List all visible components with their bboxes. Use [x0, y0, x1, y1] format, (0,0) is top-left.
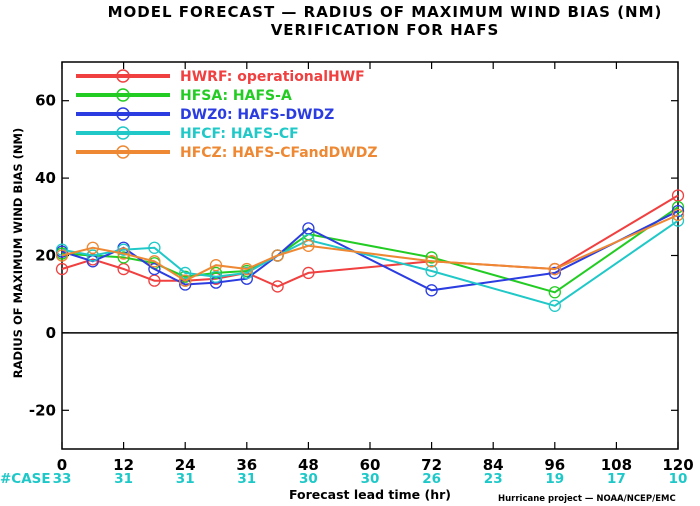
- x-tick-label: 36: [236, 456, 257, 474]
- x-tick-label: 0: [57, 456, 67, 474]
- data-point: [548, 286, 561, 299]
- data-point: [179, 266, 192, 280]
- case-count: 33: [53, 471, 72, 487]
- x-tick-label: 24: [175, 456, 196, 474]
- x-tick-label: 120: [662, 456, 693, 474]
- data-point: [671, 204, 685, 218]
- case-count: 30: [361, 471, 380, 487]
- x-axis-label: Forecast lead time (hr): [289, 487, 451, 502]
- data-point: [302, 266, 315, 280]
- data-point: [148, 241, 161, 254]
- y-tick-label: 20: [35, 247, 56, 265]
- data-point: [271, 280, 284, 293]
- case-label: #CASE: [0, 471, 51, 487]
- data-point: [425, 284, 438, 297]
- legend: HWRF: operationalHWF HFSA: HAFS-A DWZ0: HA…: [76, 69, 377, 161]
- tick-labels: 0331231243136314830603072268423961910817…: [29, 92, 694, 487]
- legend-entry: HFSA: HAFS-A: [180, 88, 292, 104]
- y-tick-label: 0: [46, 324, 56, 342]
- data-point: [271, 249, 284, 262]
- data-point: [117, 247, 130, 260]
- legend-marker: [116, 107, 130, 121]
- legend-entry: HFCZ: HAFS-CFandDWDZ: [180, 145, 377, 161]
- credit-text: Hurricane project — NOAA/NCEP/EMC: [498, 494, 676, 504]
- case-count: 17: [607, 471, 626, 487]
- data-point: [671, 208, 685, 222]
- legend-entry: HFCF: HAFS-CF: [180, 126, 299, 142]
- data-point: [240, 262, 253, 276]
- x-tick-label: 72: [421, 456, 442, 474]
- data-point: [548, 262, 561, 276]
- case-count: 31: [176, 471, 195, 487]
- data-point: [179, 274, 192, 287]
- case-count: 31: [237, 471, 256, 487]
- case-count: 26: [422, 471, 441, 487]
- chart-subtitle: VERIFICATION FOR HAFS: [271, 21, 500, 39]
- data-point: [302, 239, 315, 252]
- legend-marker: [116, 88, 130, 102]
- data-point: [240, 266, 253, 280]
- data-point: [117, 251, 130, 264]
- y-tick-label: 60: [35, 92, 56, 110]
- data-point: [55, 249, 69, 262]
- data-point: [86, 241, 99, 254]
- x-tick-label: 84: [483, 456, 504, 474]
- y-axis-label: RADIUS OF MAXIMUM WIND BIAS (NM): [11, 128, 25, 379]
- legend-marker: [116, 145, 130, 159]
- data-point: [209, 259, 223, 272]
- case-count: 10: [669, 471, 688, 487]
- case-count: 23: [484, 471, 503, 487]
- data-point: [148, 262, 161, 276]
- data-point: [548, 299, 561, 312]
- chart-title: MODEL FORECAST — RADIUS OF MAXIMUM WIND …: [108, 3, 663, 21]
- data-point: [86, 249, 99, 262]
- case-count: 30: [299, 471, 318, 487]
- data-point: [548, 266, 561, 280]
- legend-marker: [116, 69, 130, 83]
- series-line: [61, 194, 679, 288]
- series-layer: [55, 189, 685, 312]
- data-point: [148, 255, 161, 268]
- data-point: [425, 264, 438, 278]
- x-tick-label: 48: [298, 456, 319, 474]
- legend-marker: [116, 126, 130, 140]
- legend-entry: DWZ0: HAFS-DWDZ: [180, 107, 334, 123]
- x-tick-label: 96: [544, 456, 565, 474]
- x-tick-label: 12: [113, 456, 134, 474]
- data-point: [209, 266, 223, 280]
- data-point: [425, 255, 438, 268]
- x-tick-label: 60: [360, 456, 381, 474]
- data-point: [425, 251, 438, 264]
- data-point: [671, 200, 685, 214]
- case-count: 19: [545, 471, 564, 487]
- legend-entry: HWRF: operationalHWF: [180, 69, 365, 85]
- data-point: [55, 262, 69, 276]
- y-tick-label: 40: [35, 169, 56, 187]
- y-tick-label: -20: [29, 401, 56, 419]
- data-point: [117, 243, 130, 256]
- case-count: 31: [114, 471, 133, 487]
- x-tick-label: 108: [601, 456, 632, 474]
